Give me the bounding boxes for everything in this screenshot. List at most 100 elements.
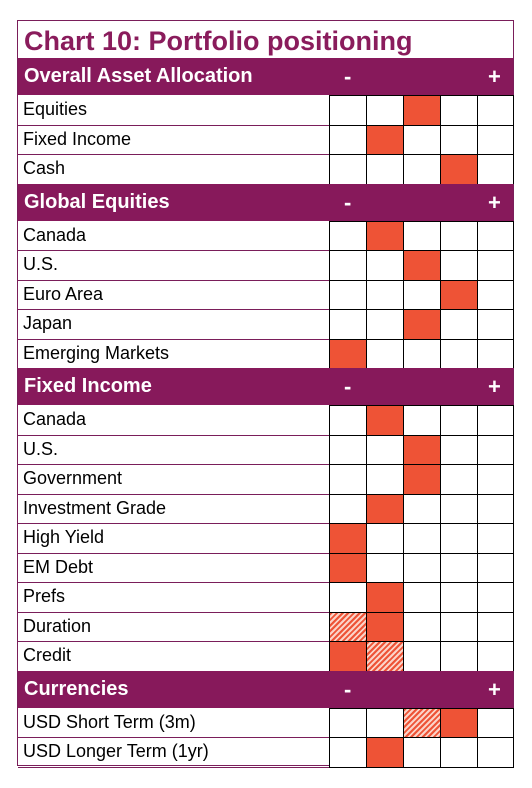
position-cell xyxy=(477,279,514,309)
position-cell xyxy=(440,338,477,368)
position-marker xyxy=(440,707,477,737)
position-cell xyxy=(329,405,366,435)
position-marker-hatched xyxy=(366,641,403,671)
row-label: USD Longer Term (1yr) xyxy=(23,741,209,761)
row-label: High Yield xyxy=(23,527,105,547)
section-header: Fixed Income - + xyxy=(18,368,513,405)
position-cell xyxy=(477,250,514,280)
position-cell xyxy=(477,493,514,523)
scale-minus-label: - xyxy=(344,64,352,89)
scale-plus-label: + xyxy=(488,676,501,702)
grid-right-edge xyxy=(513,737,514,767)
position-cell xyxy=(329,124,366,154)
grid-right-edge xyxy=(513,493,514,523)
table-row: Investment Grade xyxy=(18,493,514,524)
row-label: Government xyxy=(23,468,123,488)
position-cell xyxy=(403,523,440,553)
grid-right-edge xyxy=(513,250,514,280)
position-cell xyxy=(477,611,514,641)
position-marker xyxy=(403,309,440,339)
position-marker xyxy=(403,434,440,464)
row-divider xyxy=(18,766,329,768)
position-cell xyxy=(403,493,440,523)
position-marker xyxy=(329,641,366,671)
position-cell xyxy=(403,405,440,435)
row-divider xyxy=(18,611,329,613)
grid-right-edge xyxy=(513,338,514,368)
position-cell xyxy=(403,124,440,154)
grid-right-edge xyxy=(513,154,514,184)
row-divider xyxy=(18,279,329,281)
position-cell xyxy=(329,250,366,280)
grid-right-edge xyxy=(513,582,514,612)
table-row: Credit xyxy=(18,641,514,672)
position-cell xyxy=(329,95,366,125)
section-header-label: Overall Asset Allocation xyxy=(24,65,253,87)
position-marker xyxy=(403,464,440,494)
position-marker xyxy=(329,552,366,582)
position-cell xyxy=(366,309,403,339)
row-label: Japan xyxy=(23,313,73,333)
position-marker xyxy=(366,220,403,250)
row-label: U.S. xyxy=(23,254,59,274)
table-row: Government xyxy=(18,464,514,495)
position-cell xyxy=(440,250,477,280)
position-cell xyxy=(329,279,366,309)
grid-right-edge xyxy=(513,405,514,435)
position-marker xyxy=(403,95,440,125)
table-row: Canada xyxy=(18,405,514,436)
position-cell xyxy=(477,405,514,435)
position-cell xyxy=(366,707,403,737)
grid-right-edge xyxy=(513,464,514,494)
table-row: EM Debt xyxy=(18,552,514,583)
table-row: U.S. xyxy=(18,250,514,281)
position-cell xyxy=(477,582,514,612)
position-marker xyxy=(366,582,403,612)
section-header-label: Fixed Income xyxy=(24,375,152,397)
row-divider xyxy=(18,154,329,155)
position-marker xyxy=(403,250,440,280)
position-cell xyxy=(329,154,366,184)
position-cell xyxy=(440,124,477,154)
row-label: Duration xyxy=(23,615,92,636)
position-cell xyxy=(440,434,477,464)
grid-right-edge xyxy=(513,309,514,339)
position-cell xyxy=(440,737,477,767)
grid-right-edge xyxy=(513,707,514,737)
position-cell xyxy=(329,737,366,767)
table-row: Euro Area xyxy=(18,279,514,310)
scale-plus-label: + xyxy=(488,374,501,399)
row-divider xyxy=(18,523,329,524)
position-cell xyxy=(403,611,440,641)
position-cell xyxy=(477,124,514,154)
position-marker xyxy=(329,523,366,553)
position-cell xyxy=(477,338,514,368)
position-cell xyxy=(403,154,440,184)
position-cell xyxy=(440,464,477,494)
position-cell xyxy=(366,154,403,184)
position-marker xyxy=(329,338,366,368)
row-divider xyxy=(18,552,329,554)
position-cell xyxy=(477,737,514,767)
position-cell xyxy=(440,523,477,553)
position-cell xyxy=(477,434,514,464)
row-label: Canada xyxy=(23,224,87,245)
table-row: High Yield xyxy=(18,523,514,554)
position-marker xyxy=(366,611,403,641)
position-cell xyxy=(329,220,366,250)
position-cell xyxy=(403,279,440,309)
section-header-label: Global Equities xyxy=(24,190,170,213)
position-cell xyxy=(403,552,440,582)
position-cell xyxy=(366,434,403,464)
grid-right-edge xyxy=(513,611,514,641)
position-marker-hatched xyxy=(329,611,366,641)
scale-plus-label: + xyxy=(488,189,501,215)
chart-title: Chart 10: Portfolio positioning xyxy=(24,26,413,56)
position-cell xyxy=(366,250,403,280)
position-cell xyxy=(477,154,514,184)
table-row: Duration xyxy=(18,611,514,642)
table-row: Cash xyxy=(18,154,514,185)
grid-right-edge xyxy=(513,434,514,464)
position-cell xyxy=(329,707,366,737)
position-cell xyxy=(366,338,403,368)
